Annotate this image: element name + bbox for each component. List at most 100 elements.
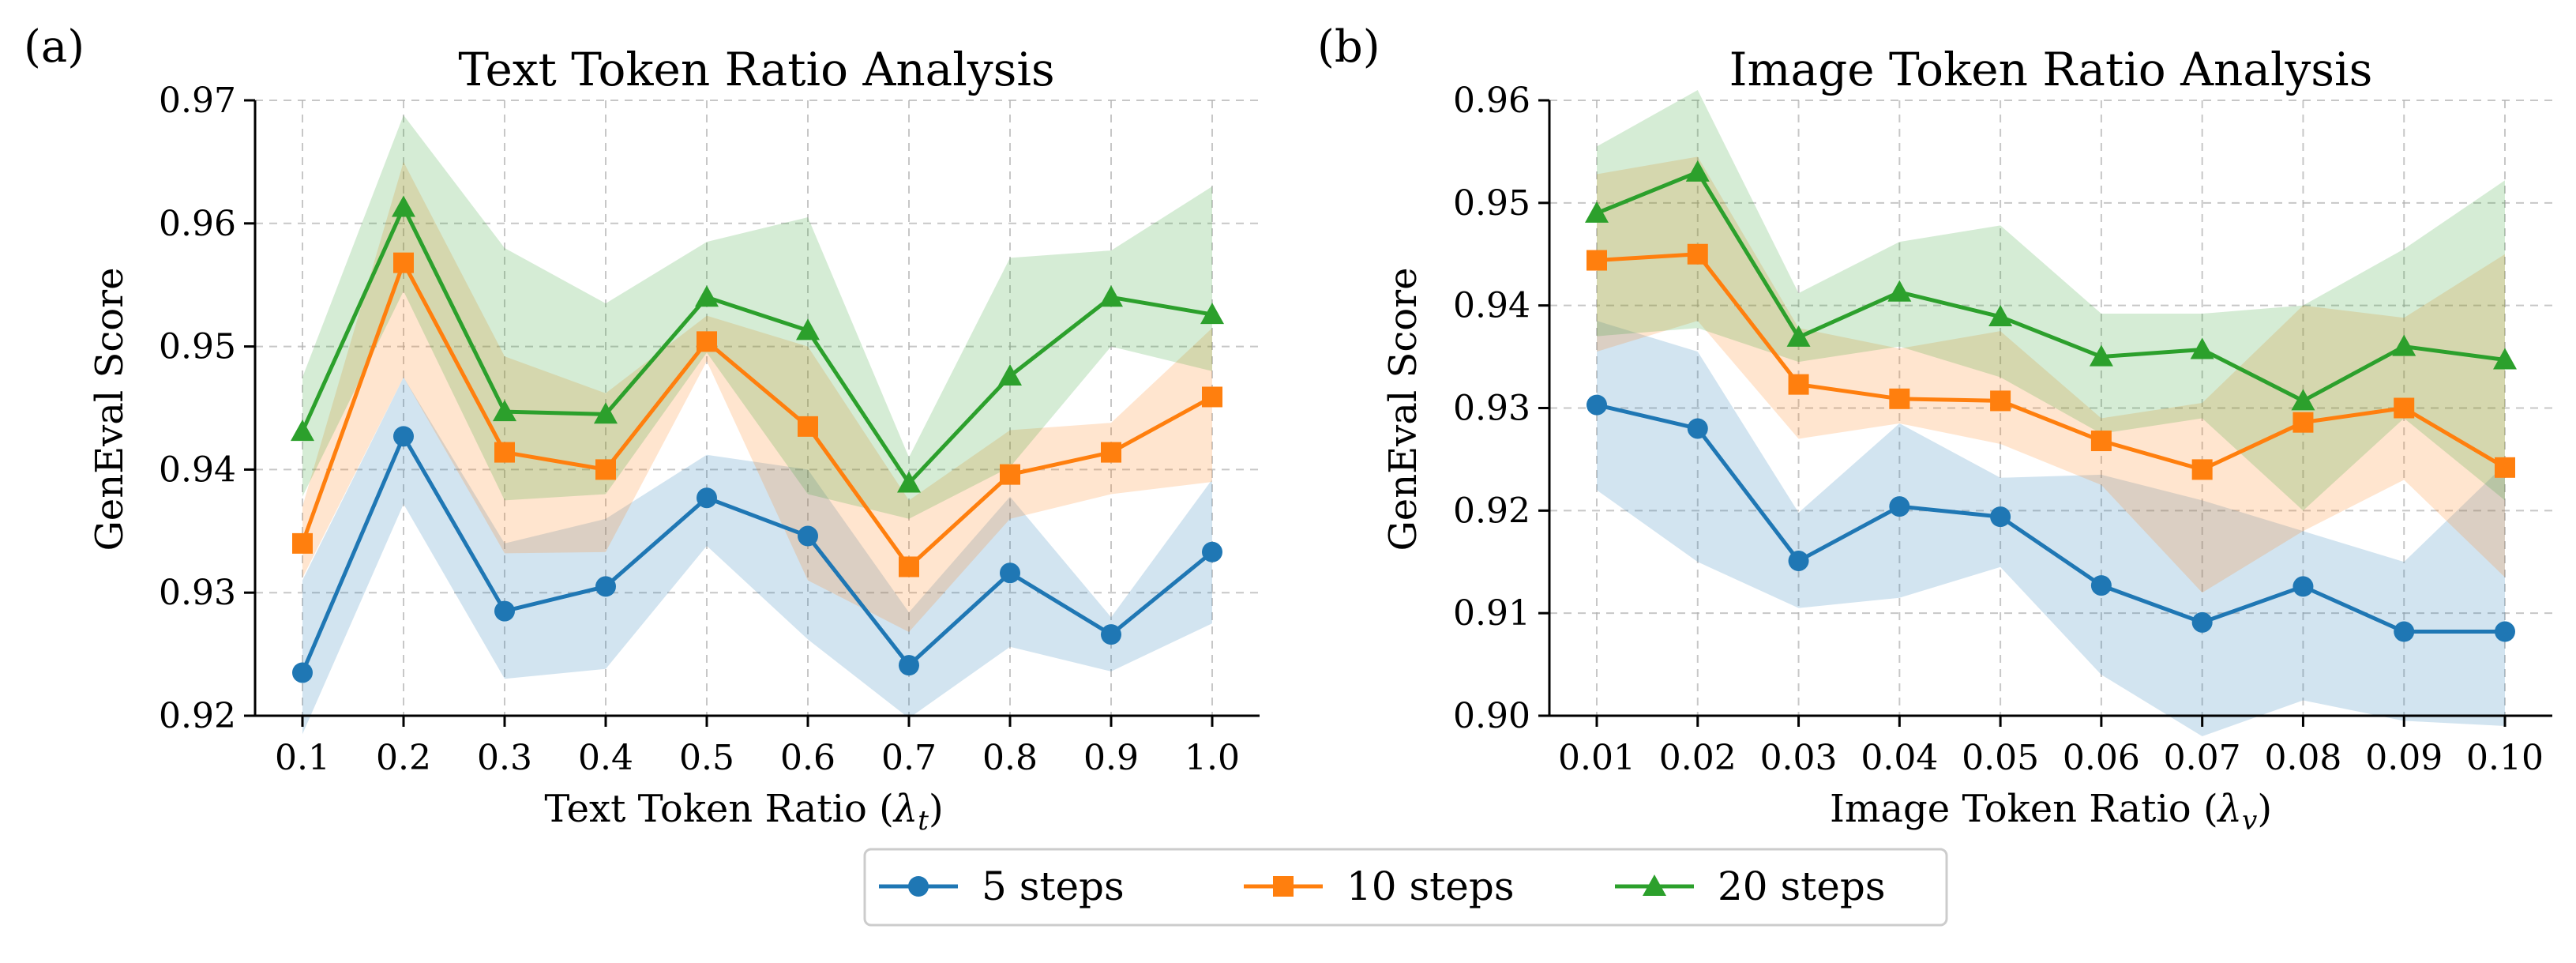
band-a-1	[302, 161, 1212, 633]
xtick-label-a-8: 0.9	[1083, 738, 1139, 778]
point-b-0-2	[1788, 550, 1809, 571]
point-a-2-0	[291, 419, 314, 442]
point-a-2-7	[998, 363, 1022, 386]
point-b-2-0	[1585, 201, 1609, 223]
xtick-label-b-9: 0.10	[2466, 738, 2544, 778]
xtick-label-b-4: 0.05	[1962, 738, 2039, 778]
point-b-1-3	[1889, 388, 1910, 409]
point-b-0-0	[1587, 394, 1607, 416]
series-line-b-1	[1596, 252, 2507, 472]
series-line-a-0	[300, 434, 1214, 674]
point-b-0-6	[2191, 611, 2213, 633]
point-a-1-2	[494, 442, 515, 463]
legend-marker-1	[1273, 876, 1294, 897]
point-b-1-4	[1990, 390, 2011, 412]
grid-a	[255, 100, 1260, 717]
xtick-label-a-4: 0.5	[679, 738, 734, 778]
xtick-label-a-0: 0.1	[275, 738, 330, 778]
point-a-0-3	[595, 576, 616, 597]
x-axis-label-a: Text Token Ratio (λt)	[544, 787, 943, 837]
x-axis-label-b: Image Token Ratio (λv)	[1830, 787, 2272, 837]
point-a-0-1	[393, 426, 414, 447]
point-a-2-3	[594, 402, 618, 424]
band-b-2	[1597, 90, 2505, 511]
xtick-label-b-1: 0.02	[1659, 738, 1737, 778]
point-b-2-7	[2291, 389, 2315, 411]
ytick-label-a-3: 0.95	[159, 327, 236, 367]
series-lines-a	[300, 205, 1214, 674]
point-a-0-6	[899, 655, 919, 676]
point-b-0-3	[1889, 496, 1910, 517]
point-a-2-6	[897, 471, 921, 493]
series-lines-b	[1596, 170, 2507, 634]
xtick-label-a-3: 0.4	[578, 738, 633, 778]
panel-image-token-ratio: (b) Image Token Ratio Analysis 0.900.910…	[1317, 21, 2552, 837]
point-a-0-5	[798, 525, 818, 547]
confidence-bands-a	[302, 115, 1212, 735]
legend-marker-0	[908, 876, 929, 897]
point-b-2-4	[1988, 304, 2013, 326]
point-b-0-9	[2495, 621, 2515, 642]
point-b-1-5	[2090, 431, 2112, 452]
legend-marker-2	[1643, 875, 1666, 896]
point-a-0-4	[697, 487, 717, 509]
point-b-2-6	[2190, 337, 2214, 359]
legend-item-0: 5 steps	[879, 863, 1125, 909]
xtick-label-a-9: 1.0	[1185, 738, 1240, 778]
point-b-2-1	[1685, 160, 1710, 182]
xtick-label-b-8: 0.09	[2365, 738, 2443, 778]
series-markers-a	[291, 195, 1224, 683]
point-a-2-8	[1099, 285, 1123, 307]
point-b-0-7	[2292, 576, 2314, 597]
axes-a	[253, 100, 1260, 717]
point-a-0-8	[1101, 624, 1121, 645]
band-b-1	[1597, 156, 2505, 593]
point-a-1-7	[1000, 464, 1020, 485]
point-b-1-2	[1788, 374, 1809, 395]
xtick-label-b-6: 0.07	[2164, 738, 2241, 778]
legend-label-2: 20 steps	[1718, 863, 1886, 909]
point-b-1-8	[2394, 397, 2415, 419]
xtick-label-a-5: 0.6	[780, 738, 836, 778]
series-line-a-2	[300, 205, 1213, 486]
series-markers-b	[1585, 160, 2517, 642]
series-line-b-2	[1596, 170, 2506, 403]
legend-item-1: 10 steps	[1244, 863, 1515, 909]
legend-label-0: 5 steps	[982, 863, 1125, 909]
legend-label-1: 10 steps	[1346, 863, 1515, 909]
x-ticks-a: 0.1 0.2 0.3 0.4 0.5 0.6 0.7 0.8 0.9 1.0	[275, 716, 1240, 778]
band-a-0	[302, 377, 1212, 735]
ytick-label-a-1: 0.93	[159, 573, 236, 613]
point-a-1-9	[1202, 386, 1222, 408]
point-b-2-9	[2493, 348, 2517, 370]
panel-label-b: (b)	[1317, 21, 1380, 73]
ytick-label-a-0: 0.92	[159, 696, 236, 736]
xtick-label-a-1: 0.2	[376, 738, 431, 778]
y-ticks-b: 0.90 0.91 0.92 0.93 0.94 0.95 0.96	[1453, 81, 1549, 736]
ytick-label-b-2: 0.92	[1453, 491, 1530, 531]
chart-title-b: Image Token Ratio Analysis	[1729, 43, 2373, 96]
xtick-label-b-0: 0.01	[1558, 738, 1635, 778]
legend-box	[863, 848, 1948, 927]
y-ticks-a: 0.92 0.93 0.94 0.95 0.96 0.97	[159, 81, 255, 736]
point-a-0-0	[292, 662, 313, 683]
point-b-1-7	[2292, 412, 2314, 433]
point-a-1-6	[899, 556, 919, 577]
point-a-1-1	[393, 252, 414, 273]
point-a-2-2	[493, 400, 516, 422]
point-a-1-4	[697, 331, 717, 352]
xtick-label-a-7: 0.8	[982, 738, 1038, 778]
point-a-1-3	[595, 459, 616, 480]
ytick-label-b-4: 0.94	[1453, 286, 1530, 326]
band-a-2	[302, 115, 1212, 519]
point-a-1-5	[798, 416, 818, 437]
point-a-1-0	[292, 532, 313, 554]
point-b-0-5	[2090, 575, 2112, 596]
series-line-a-1	[300, 261, 1214, 569]
ytick-label-a-2: 0.94	[159, 450, 236, 490]
xtick-label-b-3: 0.04	[1861, 738, 1938, 778]
point-b-2-8	[2392, 334, 2416, 356]
band-b-0	[1597, 321, 2505, 736]
series-line-b-0	[1596, 403, 2505, 634]
